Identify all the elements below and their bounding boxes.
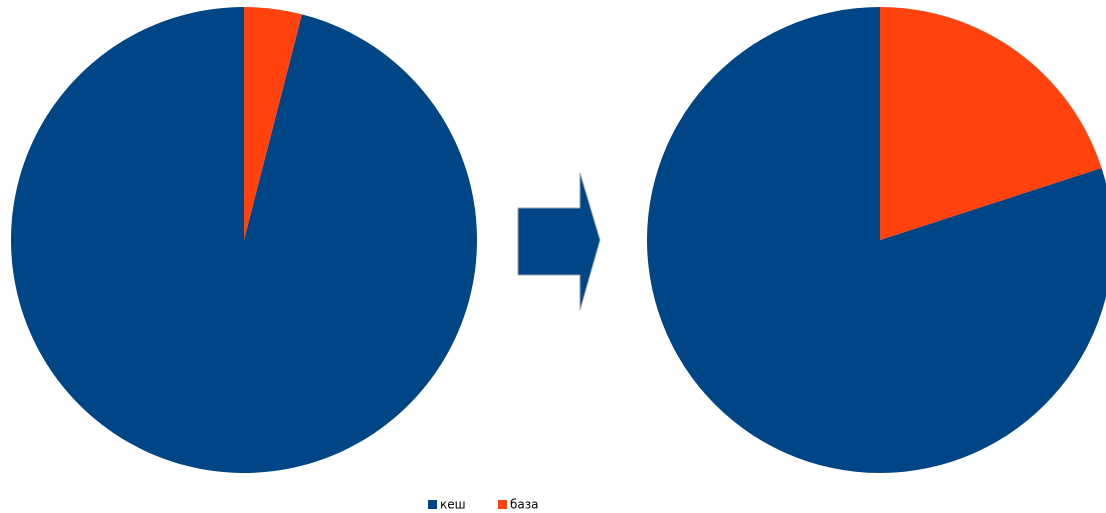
legend-label: кеш [440,498,466,512]
pie-slice [244,6,302,240]
arrow [517,172,601,311]
legend-swatch [428,500,437,509]
pie-slice [647,7,1106,473]
legend-label: база [510,498,539,512]
legend-swatch [498,500,507,509]
pie-slice [880,7,1102,240]
